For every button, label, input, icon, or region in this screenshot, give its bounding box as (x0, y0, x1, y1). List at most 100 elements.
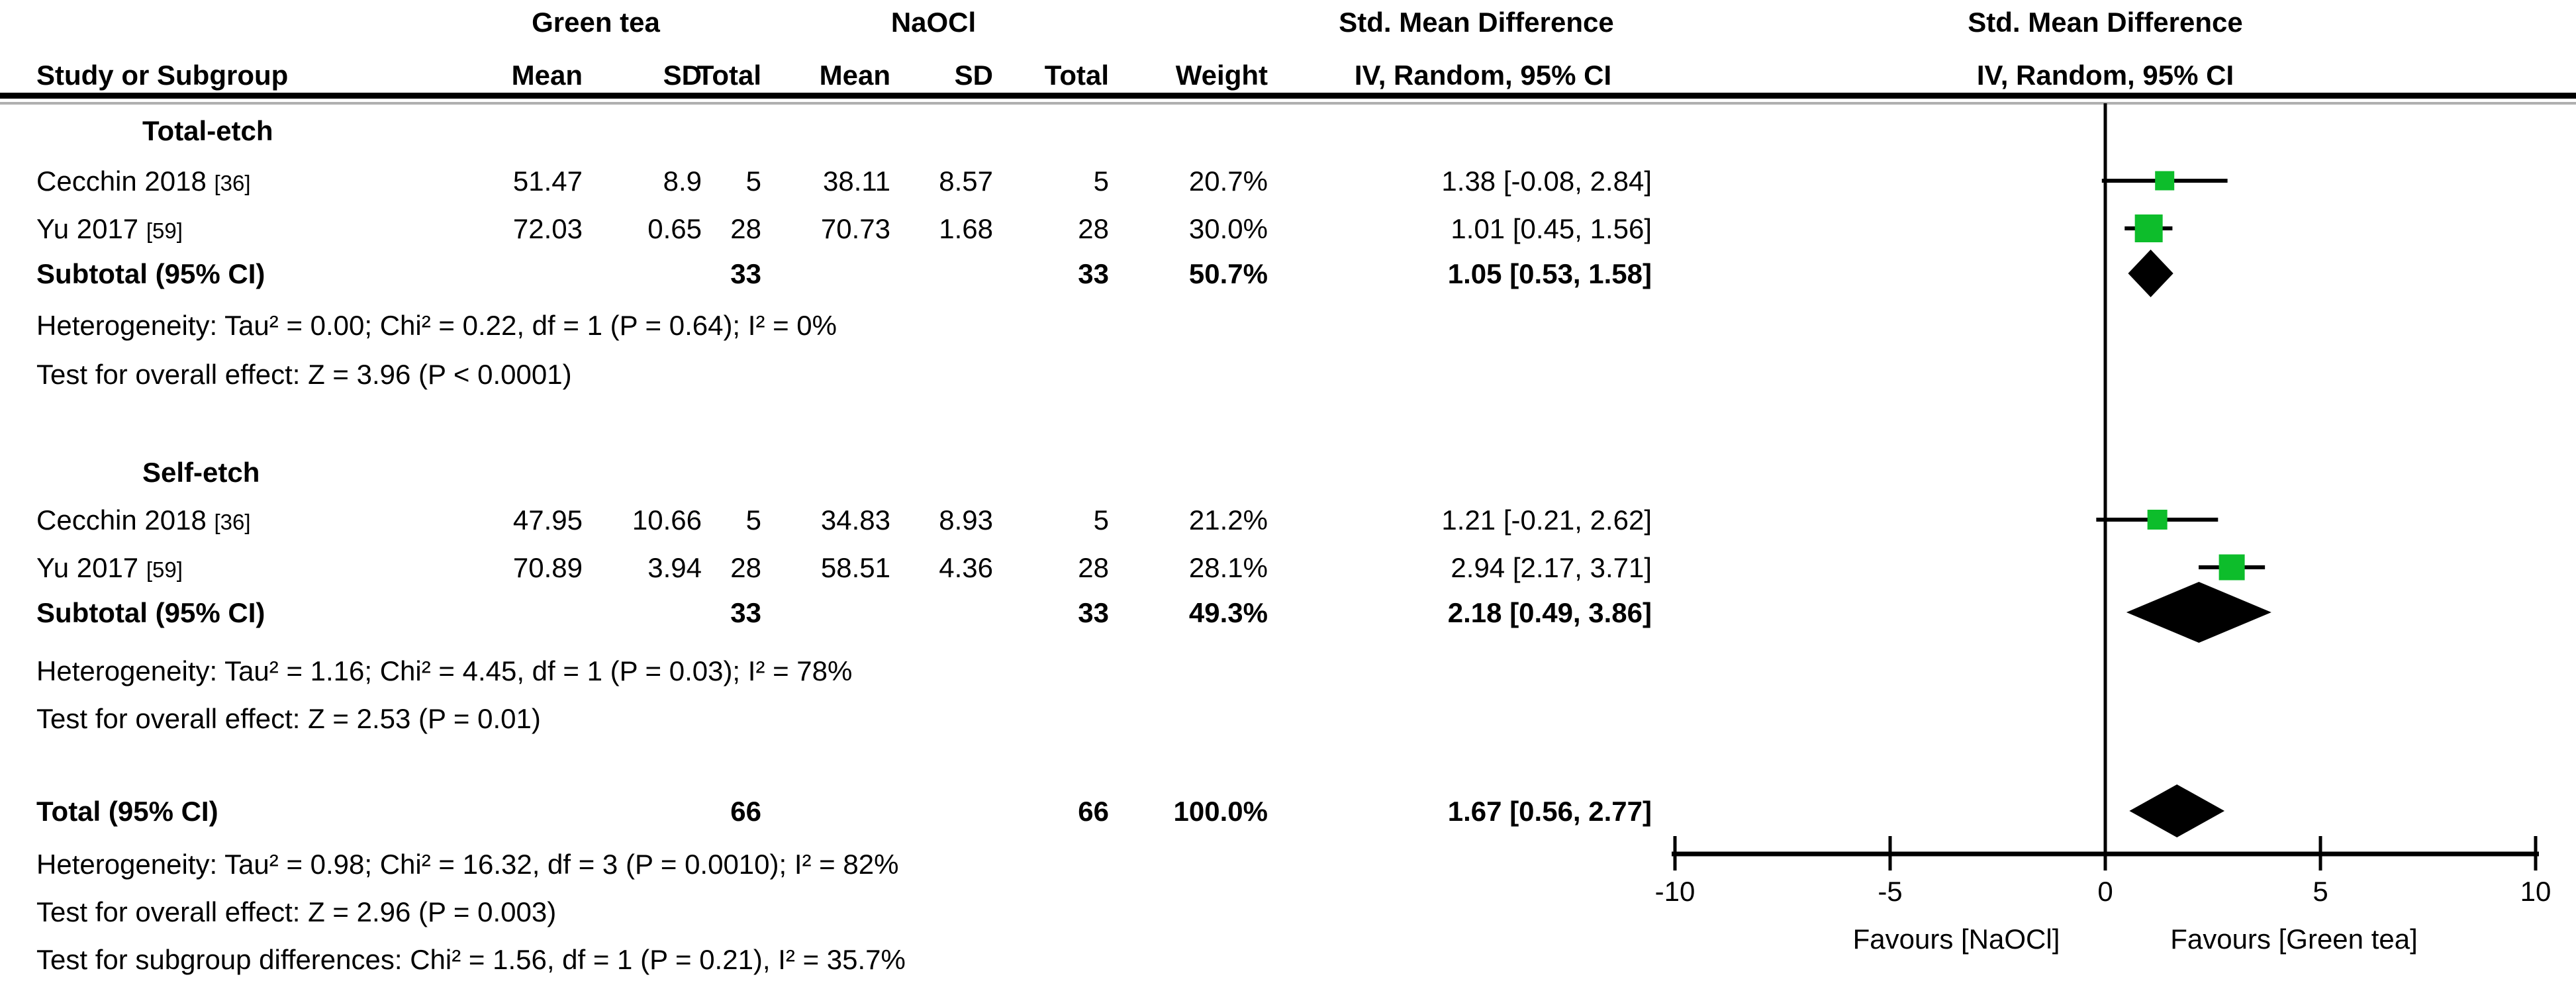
total-row: Total (95% CI) 66 66 100.0% 1.67 [0.56, … (0, 793, 2576, 830)
axis-tick-label: 0 (2097, 876, 2113, 907)
header-column-row: Study or Subgroup Mean SD Total Mean SD … (0, 57, 2576, 94)
na-sd-header: SD (954, 60, 993, 91)
study-label: Yu 2017 [59] (36, 211, 183, 250)
gt-total: 28 (730, 552, 761, 583)
gt-mean: 70.89 (512, 552, 583, 583)
na-total: 28 (1078, 213, 1109, 244)
section-title-row: Total-etch (0, 113, 2576, 150)
subtotal-label: Subtotal (95% CI) (36, 597, 265, 628)
study-row: Yu 2017 [59] 70.89 3.94 28 58.51 4.36 28… (0, 549, 2576, 587)
axis-tick-label: -10 (1654, 876, 1695, 907)
overall-effect-row: Test for overall effect: Z = 2.53 (P = 0… (0, 700, 2576, 737)
mean-square (2134, 214, 2163, 242)
weight-header: Weight (1175, 60, 1268, 91)
gt-mean: 47.95 (512, 504, 583, 536)
na-total: 66 (1078, 796, 1109, 827)
heterogeneity-row: Heterogeneity: Tau² = 0.00; Chi² = 0.22,… (0, 307, 2576, 344)
heterogeneity-row: Heterogeneity: Tau² = 0.98; Chi² = 16.32… (0, 846, 2576, 883)
ci-text: 1.67 [0.56, 2.77] (1447, 796, 1652, 827)
gt-mean: 72.03 (512, 213, 583, 244)
method-header-left: IV, Random, 95% CI (1354, 60, 1612, 91)
weight: 28.1% (1188, 552, 1268, 583)
weight: 30.0% (1188, 213, 1268, 244)
ci-text: 2.18 [0.49, 3.86] (1447, 597, 1652, 628)
study-row: Cecchin 2018 [36] 51.47 8.9 5 38.11 8.57… (0, 163, 2576, 200)
na-total: 28 (1078, 552, 1109, 583)
smd-header-left: Std. Mean Difference (1339, 7, 1614, 38)
na-total: 33 (1078, 597, 1109, 628)
na-sd: 1.68 (939, 213, 993, 244)
subgroup-differences-row: Test for subgroup differences: Chi² = 1.… (0, 941, 2576, 978)
subtotal-diamond (2126, 582, 2271, 643)
subgroup-differences-text: Test for subgroup differences: Chi² = 1.… (36, 944, 906, 975)
study-ref: [59] (146, 557, 183, 582)
weight: 50.7% (1188, 258, 1268, 289)
na-mean: 70.73 (820, 213, 890, 244)
subtotal-row: Subtotal (95% CI) 33 33 49.3% 2.18 [0.49… (0, 594, 2576, 632)
heterogeneity-row: Heterogeneity: Tau² = 1.16; Chi² = 4.45,… (0, 653, 2576, 690)
mean-square (2147, 510, 2168, 530)
overall-effect-text: Test for overall effect: Z = 2.96 (P = 0… (36, 896, 557, 927)
ci-text: 1.38 [-0.08, 2.84] (1441, 165, 1652, 197)
gt-total: 33 (730, 258, 761, 289)
na-mean: 58.51 (820, 552, 890, 583)
na-sd: 4.36 (939, 552, 993, 583)
section-title: Self-etch (142, 457, 260, 488)
favours-left-label: Favours [NaOCl] (1852, 923, 2060, 955)
gt-total: 5 (745, 504, 761, 536)
gt-sd-header: SD (663, 60, 702, 91)
study-name: Yu 2017 (36, 213, 139, 244)
gt-sd: 8.9 (663, 165, 702, 197)
na-total: 33 (1078, 258, 1109, 289)
gt-total: 5 (745, 165, 761, 197)
favours-right-label: Favours [Green tea] (2170, 923, 2418, 955)
study-name: Cecchin 2018 (36, 165, 207, 197)
heterogeneity-text: Heterogeneity: Tau² = 0.98; Chi² = 16.32… (36, 849, 899, 880)
study-label: Cecchin 2018 [36] (36, 163, 251, 202)
overall-effect-row: Test for overall effect: Z = 3.96 (P < 0… (0, 356, 2576, 393)
section-title-row: Self-etch (0, 454, 2576, 491)
weight: 49.3% (1188, 597, 1268, 628)
axis-tick-label: -5 (1878, 876, 1903, 907)
mean-square (2155, 171, 2175, 191)
na-total: 5 (1093, 165, 1109, 197)
weight: 100.0% (1173, 796, 1268, 827)
study-ref: [59] (146, 218, 183, 243)
gt-sd: 3.94 (647, 552, 702, 583)
header-divider-shadow (0, 102, 2576, 105)
weight: 21.2% (1188, 504, 1268, 536)
na-sd: 8.93 (939, 504, 993, 536)
na-total-header: Total (1044, 60, 1109, 91)
subtotal-diamond (2128, 250, 2173, 297)
study-label: Yu 2017 [59] (36, 549, 183, 588)
subtotal-label: Subtotal (95% CI) (36, 258, 265, 289)
study-row: Yu 2017 [59] 72.03 0.65 28 70.73 1.68 28… (0, 211, 2576, 248)
study-name: Yu 2017 (36, 552, 139, 583)
ci-text: 1.01 [0.45, 1.56] (1451, 213, 1652, 244)
study-column-header: Study or Subgroup (36, 60, 289, 91)
smd-header-right: Std. Mean Difference (1968, 7, 2243, 38)
study-row: Cecchin 2018 [36] 47.95 10.66 5 34.83 8.… (0, 502, 2576, 539)
gt-sd: 10.66 (632, 504, 702, 536)
gt-sd: 0.65 (647, 213, 702, 244)
subtotal-row: Subtotal (95% CI) 33 33 50.7% 1.05 [0.53… (0, 256, 2576, 293)
gt-total: 33 (730, 597, 761, 628)
method-header-right: IV, Random, 95% CI (1976, 60, 2234, 91)
heterogeneity-text: Heterogeneity: Tau² = 0.00; Chi² = 0.22,… (36, 310, 837, 341)
total-diamond (2129, 784, 2225, 837)
gt-total-header: Total (696, 60, 761, 91)
overall-effect-text: Test for overall effect: Z = 2.53 (P = 0… (36, 703, 541, 734)
gt-mean: 51.47 (512, 165, 583, 197)
header-group-row: Green tea NaOCl Std. Mean Difference Std… (0, 4, 2576, 41)
study-label: Cecchin 2018 [36] (36, 502, 251, 541)
total-label: Total (95% CI) (36, 796, 218, 827)
study-ref: [36] (214, 171, 251, 195)
weight: 20.7% (1188, 165, 1268, 197)
heterogeneity-text: Heterogeneity: Tau² = 1.16; Chi² = 4.45,… (36, 655, 853, 686)
na-total: 5 (1093, 504, 1109, 536)
ci-text: 2.94 [2.17, 3.71] (1451, 552, 1652, 583)
overall-effect-row: Test for overall effect: Z = 2.96 (P = 0… (0, 894, 2576, 931)
gt-total: 28 (730, 213, 761, 244)
